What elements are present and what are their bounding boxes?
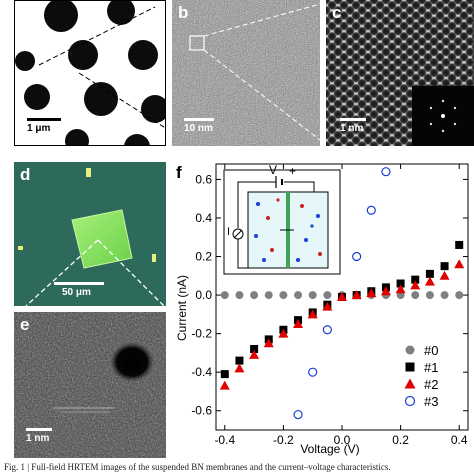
data-point-series-2 bbox=[454, 259, 465, 269]
x-axis-label: Voltage (V) bbox=[300, 442, 359, 456]
fft-inset bbox=[412, 86, 474, 146]
data-point-series-0 bbox=[425, 291, 434, 300]
panel-a-label: a bbox=[21, 4, 31, 23]
x-tick-label: 0.0 bbox=[334, 433, 351, 447]
panel-b: b 10 nm bbox=[172, 0, 320, 146]
data-point-series-0 bbox=[294, 291, 303, 300]
y-tick-label: -0.6 bbox=[191, 404, 212, 418]
data-point-series-2 bbox=[337, 292, 347, 301]
data-point-series-2 bbox=[424, 276, 435, 286]
data-point-series-1 bbox=[220, 370, 229, 379]
panel-f: -0.4 -0.2 0.0 0.2 0.4 -0.6 -0.4 -0.2 0.0 0.2 0.4 0.… bbox=[172, 160, 474, 460]
data-point-series-2 bbox=[439, 270, 450, 280]
panel-e-label: e bbox=[20, 315, 30, 334]
iv-chart: -0.4 -0.2 0.0 0.2 0.4 -0.6 -0.4 -0.2 0.0 0.2 0.4 0.… bbox=[175, 163, 469, 456]
data-point-series-0 bbox=[440, 291, 449, 300]
legend-marker bbox=[404, 378, 416, 389]
data-point-series-2 bbox=[395, 284, 406, 294]
inset-current-label: I bbox=[227, 226, 230, 238]
y-tick-label: 0.6 bbox=[195, 172, 212, 186]
panel-e-scale-bar bbox=[26, 428, 52, 431]
data-point-series-2 bbox=[307, 309, 318, 319]
data-point-series-0 bbox=[220, 291, 229, 300]
legend-label: #2 bbox=[424, 377, 438, 392]
panel-b-image bbox=[172, 0, 320, 146]
panel-d-scale-bar bbox=[54, 282, 104, 285]
data-point-series-2 bbox=[278, 328, 289, 338]
panel-a-image bbox=[15, 1, 165, 145]
data-point-series-0 bbox=[264, 291, 273, 300]
x-tick-label: 0.4 bbox=[451, 433, 468, 447]
panel-f-label: f bbox=[176, 163, 182, 182]
panel-c-label: c bbox=[332, 3, 342, 22]
data-point-series-3 bbox=[381, 167, 391, 177]
panel-e-scale-label: 1 nm bbox=[26, 433, 50, 444]
data-point-series-1 bbox=[235, 356, 244, 365]
data-point-series-0 bbox=[250, 291, 259, 300]
data-point-series-1 bbox=[440, 262, 449, 271]
data-point-series-1 bbox=[250, 345, 259, 354]
data-point-series-2 bbox=[234, 363, 245, 373]
y-tick-label: -0.4 bbox=[191, 365, 212, 379]
y-tick-label: 0.0 bbox=[195, 288, 212, 302]
panel-c-scale-label: 1 nm bbox=[340, 123, 364, 134]
data-point-series-2 bbox=[219, 380, 230, 390]
panel-a-scale-label: 1 μm bbox=[27, 123, 51, 134]
panel-d-scale-label: 50 μm bbox=[62, 287, 91, 298]
data-point-series-0 bbox=[411, 291, 420, 300]
legend-marker bbox=[404, 395, 416, 407]
data-point-series-3 bbox=[308, 367, 318, 377]
x-tick-label: -0.2 bbox=[273, 433, 294, 447]
data-point-series-2 bbox=[410, 280, 421, 290]
panel-b-label: b bbox=[178, 3, 189, 22]
x-tick-label: -0.4 bbox=[214, 433, 235, 447]
y-tick-label: 0.4 bbox=[195, 211, 212, 225]
data-point-series-3 bbox=[366, 205, 376, 215]
figure-caption: Fig. 1 | Full-field HRTEM images of the … bbox=[4, 462, 391, 472]
y-tick-label: 0.2 bbox=[195, 250, 212, 264]
legend-label: #1 bbox=[424, 360, 438, 375]
data-point-series-2 bbox=[380, 286, 391, 296]
inset-schematic: V + I bbox=[223, 163, 341, 275]
panel-c: c 1 nm bbox=[326, 0, 474, 146]
data-point-series-0 bbox=[308, 291, 317, 300]
legend-label: #0 bbox=[424, 343, 438, 358]
data-point-series-2 bbox=[249, 349, 260, 359]
legend-marker bbox=[405, 362, 415, 372]
data-point-series-1 bbox=[455, 240, 464, 249]
panel-a: a 1 μm bbox=[14, 0, 166, 146]
data-point-series-3 bbox=[352, 251, 362, 262]
data-point-series-2 bbox=[351, 290, 362, 300]
panel-b-scale-bar bbox=[184, 118, 214, 121]
x-tick-label: 0.2 bbox=[392, 433, 409, 447]
inset-voltage-label: V bbox=[269, 163, 277, 177]
legend-marker bbox=[405, 345, 415, 355]
data-point-series-3 bbox=[322, 325, 332, 335]
inset-plus-label: + bbox=[289, 164, 296, 178]
data-point-series-1 bbox=[396, 279, 405, 288]
data-point-series-0 bbox=[323, 291, 332, 300]
data-point-series-2 bbox=[293, 318, 304, 328]
data-point-series-2 bbox=[263, 338, 274, 348]
data-point-series-0 bbox=[455, 291, 464, 300]
y-tick-label: -0.2 bbox=[191, 327, 212, 341]
panel-b-scale-label: 10 nm bbox=[184, 123, 213, 134]
panel-a-scale-bar bbox=[27, 118, 61, 121]
data-point-series-2 bbox=[322, 301, 333, 311]
panel-e: e 1 nm bbox=[14, 312, 166, 458]
data-point-series-1 bbox=[411, 275, 420, 284]
panel-c-scale-bar bbox=[340, 118, 366, 121]
panel-c-image bbox=[326, 0, 474, 146]
panel-e-image bbox=[14, 312, 166, 458]
data-point-series-0 bbox=[235, 291, 244, 300]
y-axis-label: Current (nA) bbox=[175, 275, 189, 341]
data-point-series-2 bbox=[366, 288, 377, 298]
data-point-series-3 bbox=[293, 409, 303, 420]
panel-d: d 50 μm bbox=[14, 162, 166, 306]
legend-label: #3 bbox=[424, 394, 438, 409]
panel-d-label: d bbox=[20, 165, 31, 184]
data-point-series-0 bbox=[279, 291, 288, 300]
data-point-series-1 bbox=[425, 269, 434, 278]
